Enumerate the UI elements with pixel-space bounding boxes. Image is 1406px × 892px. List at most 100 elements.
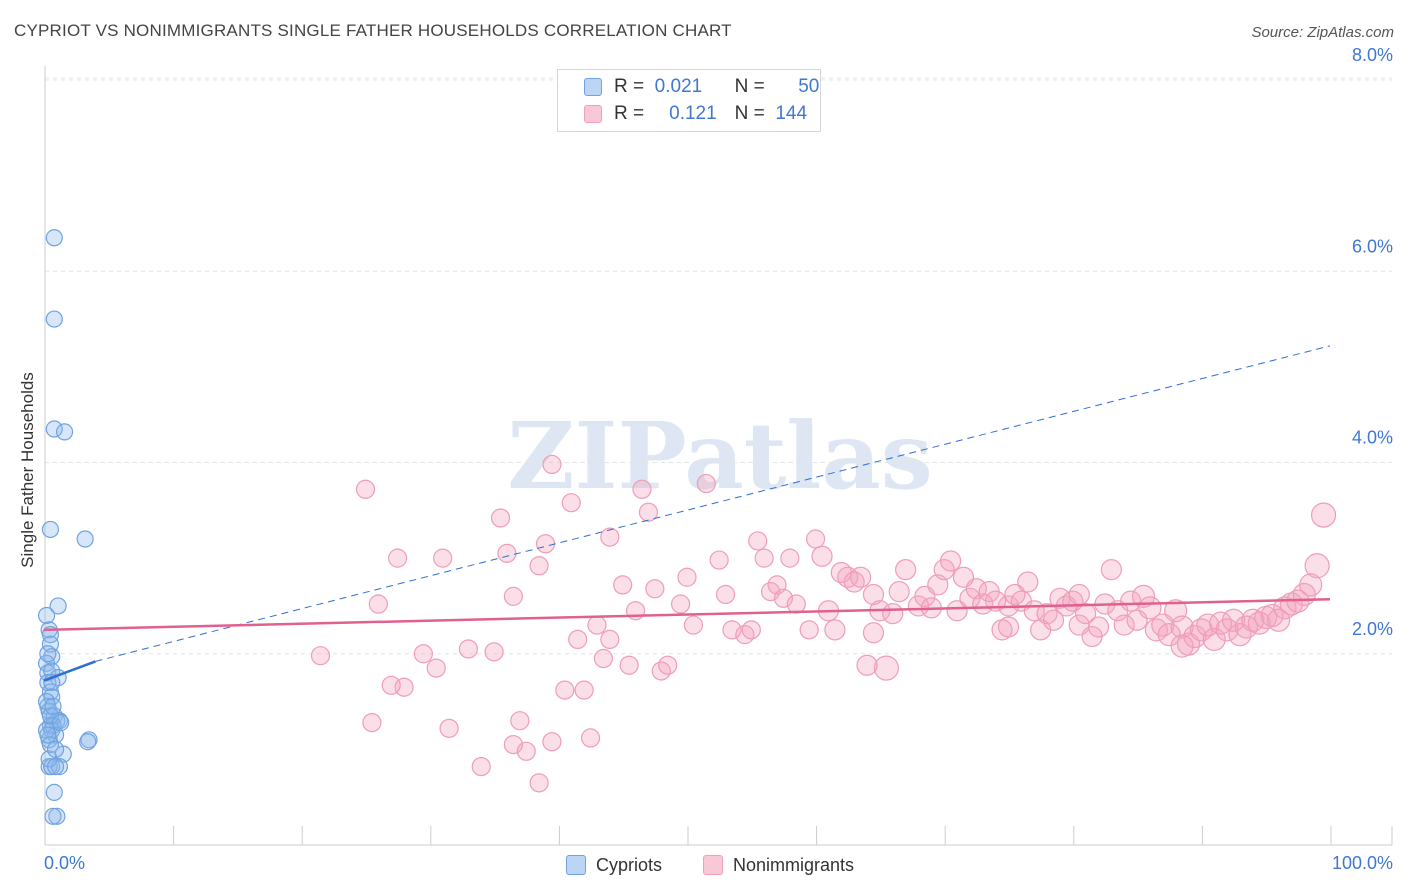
nonimmigrants-point xyxy=(888,580,910,603)
nonimmigrants-point xyxy=(638,502,659,522)
cypriots-point xyxy=(45,420,63,438)
cypriots-point xyxy=(41,520,60,539)
nonimmigrants-point xyxy=(600,629,620,650)
x-tick-label: 0.0% xyxy=(44,853,85,873)
n-label: N = xyxy=(734,103,765,124)
cypriots-trend-line xyxy=(95,345,1331,662)
nonimmigrants-point xyxy=(895,558,917,581)
cypriots-point xyxy=(45,229,63,247)
cypriots-swatch xyxy=(584,78,602,96)
nonimmigrants-point xyxy=(1068,583,1090,606)
cypriots-point xyxy=(52,713,70,732)
nonimmigrants-point xyxy=(593,648,614,669)
axes xyxy=(44,66,1393,846)
nonimmigrants-point xyxy=(1260,603,1284,628)
nonimmigrants-point xyxy=(856,654,878,676)
cypriots-point xyxy=(46,740,65,758)
cypriots-legend-swatch xyxy=(566,855,586,875)
cypriots-point xyxy=(48,807,66,825)
nonimmigrants-point xyxy=(613,575,633,595)
nonimmigrants-point xyxy=(786,594,806,614)
nonimmigrants-point xyxy=(741,620,761,640)
nonimmigrants-point xyxy=(587,615,607,635)
legend-item-cypriots: Cypriots xyxy=(566,852,662,878)
nonimmigrants-point xyxy=(882,602,904,625)
cypriots-point xyxy=(39,645,57,663)
nonimmigrants-point xyxy=(645,579,665,599)
nonimmigrants-point xyxy=(632,479,652,499)
r-value: 0.121 xyxy=(669,103,717,124)
nonimmigrants-point xyxy=(1113,614,1135,636)
nonimmigrants-point xyxy=(1144,618,1168,642)
trend-lines xyxy=(43,345,1331,682)
nonimmigrants-point xyxy=(748,531,768,551)
nonimmigrants-point xyxy=(388,548,408,568)
cypriots-point xyxy=(46,757,65,776)
cypriots-point xyxy=(41,635,60,653)
nonimmigrants-point xyxy=(824,619,846,641)
nonimmigrants-point xyxy=(683,615,704,635)
r-value: 0.021 xyxy=(654,76,703,97)
nonimmigrants-point xyxy=(600,527,620,547)
cypriots-point xyxy=(37,606,56,625)
r-label: R = xyxy=(614,103,645,124)
nonimmigrants-point xyxy=(555,680,575,700)
nonimmigrants-point xyxy=(1157,623,1181,647)
cypriots-point xyxy=(79,733,97,751)
nonimmigrants-point xyxy=(850,566,872,588)
cypriots-point xyxy=(55,423,74,441)
nonimmigrants-point xyxy=(1279,592,1304,616)
nonimmigrants-point xyxy=(1075,602,1097,625)
nonimmigrants-point xyxy=(715,584,736,605)
nonimmigrants-point xyxy=(413,644,433,664)
cypriots-trend-line xyxy=(43,660,96,682)
nonimmigrants-point xyxy=(355,479,376,499)
cypriots-points xyxy=(37,229,98,825)
nonimmigrants-point xyxy=(542,732,562,752)
n-value: 50 xyxy=(798,76,820,97)
cypriots-point xyxy=(49,597,67,615)
legend-row-cypriots: R = 0.021 N = 50 xyxy=(584,75,819,99)
cypriots-point xyxy=(39,726,57,744)
nonimmigrants-point xyxy=(933,558,955,581)
nonimmigrants-point xyxy=(516,741,536,761)
nonimmigrants-legend-label: Nonimmigrants xyxy=(733,854,855,875)
nonimmigrants-point xyxy=(497,543,517,563)
cypriots-point xyxy=(44,807,62,825)
y-tick-label: 4.0% xyxy=(1352,428,1393,448)
cypriots-point xyxy=(45,310,63,328)
nonimmigrants-point xyxy=(503,586,523,606)
nonimmigrants-point xyxy=(574,680,594,700)
nonimmigrants-point xyxy=(381,675,401,695)
nonimmigrants-point xyxy=(510,711,530,731)
nonimmigrants-point xyxy=(1068,614,1090,636)
nonimmigrants-point xyxy=(658,655,678,675)
nonimmigrants-point xyxy=(670,594,691,614)
y-axis-label: Single Father Households xyxy=(18,372,37,568)
nonimmigrants-point xyxy=(754,548,774,568)
nonimmigrants-point xyxy=(529,773,549,793)
cypriots-point xyxy=(45,783,63,802)
nonimmigrants-point xyxy=(1183,624,1207,649)
nonimmigrants-point xyxy=(940,550,962,572)
nonimmigrants-point xyxy=(439,718,459,738)
nonimmigrants-point xyxy=(362,712,382,733)
x-tick-label: 100.0% xyxy=(1332,853,1393,873)
nonimmigrants-point xyxy=(568,629,588,650)
nonimmigrants-point xyxy=(1234,615,1259,639)
nonimmigrants-point xyxy=(1221,608,1246,632)
nonimmigrants-trend-line xyxy=(43,597,1331,632)
nonimmigrants-point xyxy=(1170,615,1194,639)
nonimmigrants-point xyxy=(310,646,331,666)
y-tick-label: 8.0% xyxy=(1352,45,1393,65)
nonimmigrants-point xyxy=(1036,602,1058,625)
nonimmigrants-point xyxy=(458,639,478,659)
cypriots-legend-label: Cypriots xyxy=(596,854,663,875)
nonimmigrants-point xyxy=(722,620,742,640)
nonimmigrants-point xyxy=(1087,616,1110,638)
nonimmigrants-point xyxy=(1100,558,1122,581)
x-tick-labels: 0.0% 100.0% xyxy=(44,853,1393,873)
y-tick-label: 2.0% xyxy=(1352,619,1393,639)
nonimmigrants-point xyxy=(1042,609,1065,631)
nonimmigrants-point xyxy=(535,534,556,554)
